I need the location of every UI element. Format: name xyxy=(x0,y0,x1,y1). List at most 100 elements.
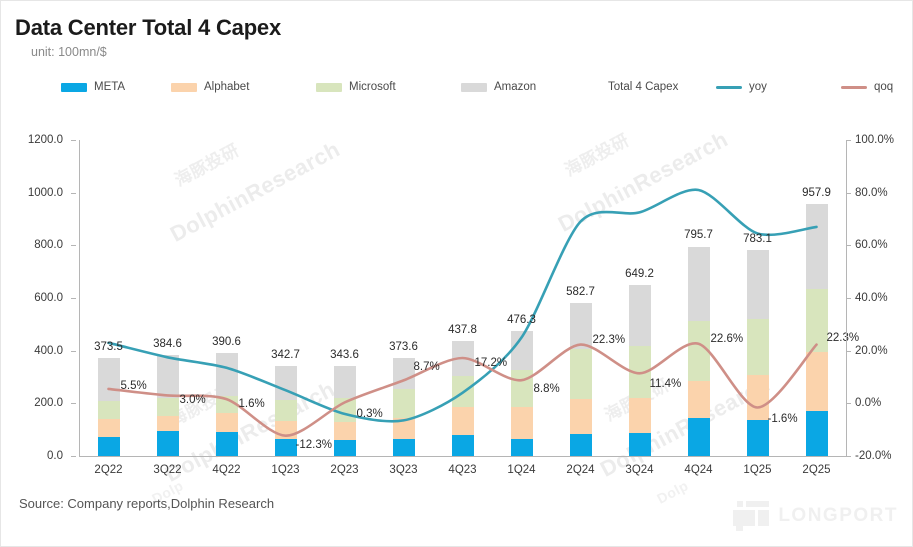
bar-total-label-4q24: 795.7 xyxy=(684,229,713,242)
y-axis-tick xyxy=(71,245,76,247)
bar-segment-alphabet xyxy=(628,398,651,433)
bar-segment-microsoft xyxy=(392,388,415,418)
bar-3q22[interactable] xyxy=(156,354,179,456)
bar-segment-alphabet xyxy=(451,406,474,436)
line-series-yoy[interactable] xyxy=(107,188,818,423)
legend-item-yoy[interactable]: yoy xyxy=(716,81,767,93)
y2-axis-tick-label: 0.0% xyxy=(855,397,882,410)
y-axis-tick xyxy=(71,403,76,405)
qoq-label-2q22: 5.5% xyxy=(120,379,147,392)
legend-swatch xyxy=(171,82,197,92)
page-title: Data Center Total 4 Capex xyxy=(15,15,282,40)
legend-swatch xyxy=(461,82,487,92)
legend-swatch xyxy=(61,82,87,92)
bar-segment-amazon xyxy=(333,365,356,399)
bar-segment-amazon xyxy=(805,203,828,289)
brand-logo: LONGPORT xyxy=(733,501,898,531)
bar-segment-microsoft xyxy=(215,395,238,413)
y-axis-left xyxy=(79,140,80,456)
bar-segment-microsoft xyxy=(156,398,179,416)
y-axis-tick xyxy=(71,192,76,194)
x-axis-tick-label-4q24: 4Q24 xyxy=(684,464,713,476)
qoq-label-1q23: -12.3% xyxy=(295,438,332,451)
x-axis-tick-label-4q23: 4Q23 xyxy=(448,464,477,476)
line-series-qoq[interactable] xyxy=(107,342,818,438)
x-axis-tick-label-2q25: 2Q25 xyxy=(802,464,831,476)
bar-total-label-2q22: 373.5 xyxy=(94,340,123,353)
legend-label: Alphabet xyxy=(204,81,250,93)
x-axis-tick-label-1q24: 1Q24 xyxy=(507,464,536,476)
legend-item-meta[interactable]: META xyxy=(61,81,125,93)
bar-segment-meta xyxy=(97,436,120,456)
bar-total-label-3q23: 373.6 xyxy=(389,340,418,353)
plot-area: 373.5 384.6 390.6 342.7 343.6 373.6 437.8 476.3… xyxy=(79,140,859,456)
qoq-label-4q22: 1.6% xyxy=(238,398,265,411)
y-axis-tick-label: 1200.0 xyxy=(27,134,63,146)
legend-item-total-4-capex[interactable]: Total 4 Capex xyxy=(601,81,678,93)
bar-segment-alphabet xyxy=(392,417,415,439)
legend-item-amazon[interactable]: Amazon xyxy=(461,81,536,93)
bar-segment-microsoft xyxy=(805,288,828,353)
legend-label: Amazon xyxy=(494,81,537,93)
y-axis-tick-label: 400.0 xyxy=(34,344,63,357)
bar-segment-amazon xyxy=(569,302,592,350)
bar-segment-alphabet xyxy=(333,421,356,440)
bar-3q23[interactable] xyxy=(392,357,415,456)
chart-unit-label: unit: 100mn/$ xyxy=(31,45,107,59)
bar-segment-microsoft xyxy=(569,349,592,400)
y-axis-tick xyxy=(71,140,76,141)
x-axis-tick-label-3q22: 3Q22 xyxy=(153,464,182,476)
legend-label: Total 4 Capex xyxy=(608,81,679,93)
legend-item-microsoft[interactable]: Microsoft xyxy=(316,81,396,93)
bar-segment-amazon xyxy=(628,285,651,346)
longport-mark-icon xyxy=(733,501,770,531)
bar-segment-amazon xyxy=(392,357,415,389)
bar-4q24[interactable] xyxy=(687,246,710,456)
bar-total-label-3q24: 649.2 xyxy=(625,268,654,281)
legend-swatch xyxy=(316,82,342,92)
x-axis-tick-label-4q22: 4Q22 xyxy=(212,464,241,476)
bar-segment-meta xyxy=(274,439,297,456)
bar-total-label-1q23: 342.7 xyxy=(271,348,300,361)
y2-axis-tick-label: 100.0% xyxy=(855,134,895,146)
qoq-label-4q24: 22.6% xyxy=(710,332,744,345)
bar-total-label-2q23: 343.6 xyxy=(330,348,359,361)
y-axis-tick-label: 0.0 xyxy=(47,450,63,462)
y-axis-right-labels: -20.0% 0.0% 20.0% 40.0% 60.0% 80.0% 100.0% xyxy=(846,134,913,462)
bar-1q25[interactable] xyxy=(746,249,769,456)
bar-segment-meta xyxy=(628,432,651,456)
bar-segment-alphabet xyxy=(687,380,710,418)
y-axis-left-labels: 0.0 200.0 400.0 600.0 800.0 1000.0 1200.0 xyxy=(1,134,76,462)
qoq-label-3q22: 3.0% xyxy=(179,394,206,407)
bar-3q24[interactable] xyxy=(628,285,651,456)
legend-label: META xyxy=(94,81,126,93)
bar-total-label-2q25: 957.9 xyxy=(802,186,831,199)
y2-axis-tick xyxy=(846,192,851,194)
bar-segment-amazon xyxy=(156,354,179,399)
bar-total-label-1q24: 476.3 xyxy=(507,313,536,326)
bar-segment-amazon xyxy=(746,249,769,319)
brand-name: LONGPORT xyxy=(778,505,898,526)
bar-segment-alphabet xyxy=(805,352,828,412)
bar-4q22[interactable] xyxy=(215,353,238,456)
bar-2q25[interactable] xyxy=(805,203,828,456)
legend-label: Microsoft xyxy=(349,81,396,93)
y-axis-tick-label: 800.0 xyxy=(34,239,63,252)
source-note: Source: Company reports,Dolphin Research xyxy=(19,496,275,511)
bar-segment-meta xyxy=(333,439,356,456)
bar-2q24[interactable] xyxy=(569,302,592,456)
legend-item-qoq[interactable]: qoq xyxy=(841,81,893,93)
qoq-label-2q25: 22.3% xyxy=(826,331,860,344)
bar-segment-amazon xyxy=(687,246,710,322)
bar-segment-meta xyxy=(215,432,238,456)
y2-axis-tick xyxy=(846,456,851,457)
legend-label: qoq xyxy=(874,81,894,93)
bar-segment-alphabet xyxy=(97,418,120,437)
bar-segment-microsoft xyxy=(97,400,120,419)
x-axis-labels: 2Q22 3Q22 4Q22 1Q23 2Q23 3Q23 4Q23 1Q24 2Q24 3Q24… xyxy=(79,460,846,480)
bar-total-label-2q24: 582.7 xyxy=(566,285,595,298)
bar-segment-alphabet xyxy=(156,415,179,432)
x-axis-tick-label-3q23: 3Q23 xyxy=(389,464,418,476)
legend-item-alphabet[interactable]: Alphabet xyxy=(171,81,249,93)
